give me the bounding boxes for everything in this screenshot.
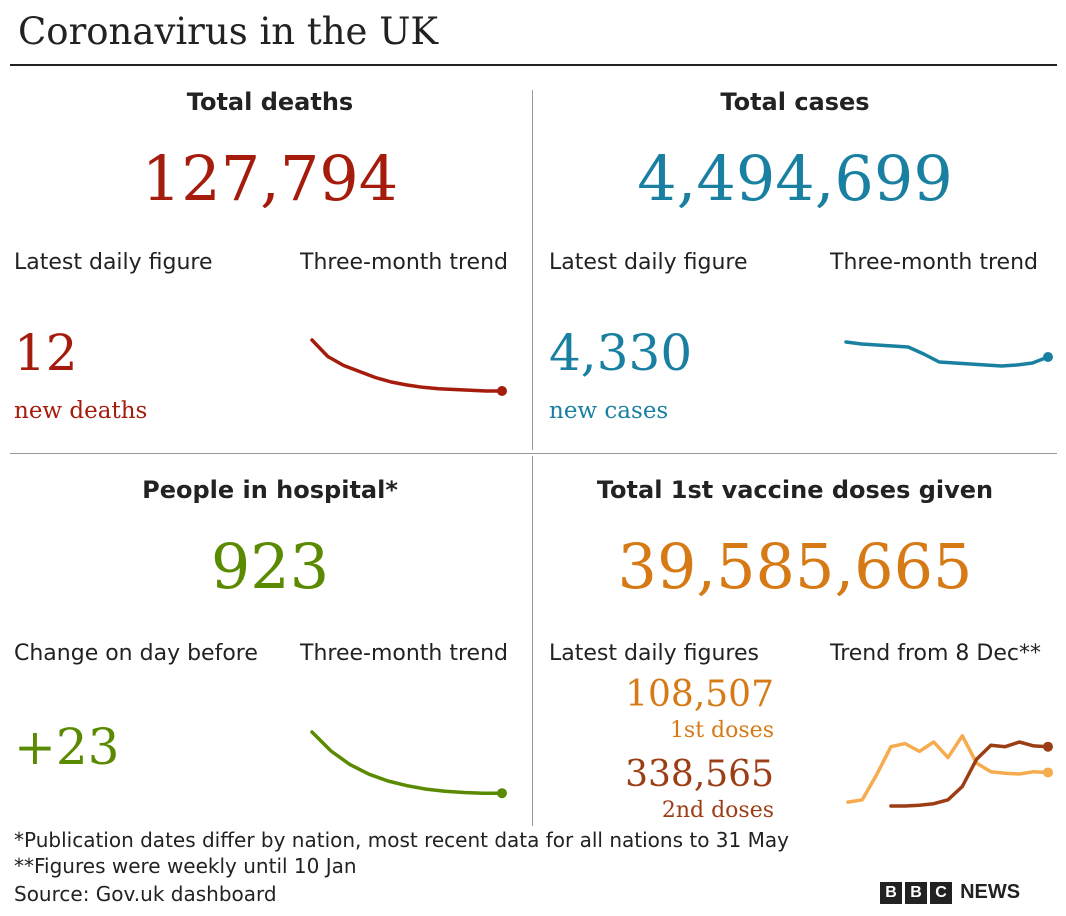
deaths-latest-label: Latest daily figure <box>14 250 213 275</box>
deaths-latest-value: 12 <box>14 324 78 382</box>
vaccine-trend-label: Trend from 8 Dec** <box>830 641 1041 666</box>
cases-latest-label: Latest daily figure <box>549 250 748 275</box>
hospital-trend-chart <box>310 730 507 799</box>
vertical-divider-top <box>532 90 533 450</box>
trend-end-point <box>1043 767 1053 778</box>
deaths-total: 127,794 <box>141 142 399 215</box>
second-dose-trend-line <box>889 740 1050 808</box>
vaccine-second-value: 338,565 <box>625 754 774 795</box>
title-rule <box>10 64 1057 66</box>
second-dose-end-point <box>1043 741 1053 752</box>
vaccine-heading: Total 1st vaccine doses given <box>596 476 994 504</box>
footnote-publication-dates: *Publication dates differ by nation, mos… <box>14 828 789 852</box>
trend-end-point <box>1043 352 1053 362</box>
cases-trend-chart <box>844 340 1053 368</box>
cases-total: 4,494,699 <box>637 142 953 215</box>
trend-line <box>310 730 504 795</box>
hospital-latest-label: Change on day before <box>14 641 258 666</box>
bbc-logo-letter: B <box>905 882 927 904</box>
vaccine-latest-label: Latest daily figures <box>549 641 759 666</box>
trend-line <box>844 340 1050 368</box>
hospital-heading: People in hospital* <box>142 476 398 504</box>
deaths-trend-chart <box>310 338 507 396</box>
chart-title: Coronavirus in the UK <box>18 10 439 53</box>
trend-line <box>310 338 504 393</box>
trend-end-point <box>497 788 507 799</box>
cases-heading: Total cases <box>720 88 870 116</box>
vaccine-trend-chart <box>846 734 1053 808</box>
deaths-heading: Total deaths <box>186 88 354 116</box>
hospital-trend-label: Three-month trend <box>300 641 508 666</box>
vertical-divider-bottom <box>532 456 533 826</box>
hospital-total: 923 <box>210 530 330 603</box>
footnote-weekly-figures: **Figures were weekly until 10 Jan <box>14 854 357 878</box>
cases-trend-label: Three-month trend <box>830 250 1038 275</box>
vaccine-second-caption: 2nd doses <box>661 798 774 823</box>
vaccine-total: 39,585,665 <box>617 530 973 603</box>
source-note: Source: Gov.uk dashboard <box>14 882 277 906</box>
trend-end-point <box>497 386 507 396</box>
cases-latest-caption: new cases <box>549 398 669 424</box>
hospital-latest-value: +23 <box>14 718 120 776</box>
vaccine-first-caption: 1st doses <box>669 718 774 743</box>
horizontal-divider <box>10 453 1057 454</box>
bbc-logo-letter: C <box>930 882 952 904</box>
bbc-news-wordmark: NEWS <box>960 881 1021 903</box>
deaths-trend-label: Three-month trend <box>300 250 508 275</box>
bbc-logo-letter: B <box>880 882 902 904</box>
trend-line <box>846 734 1050 804</box>
vaccine-first-value: 108,507 <box>625 674 774 715</box>
cases-latest-value: 4,330 <box>549 324 693 382</box>
deaths-latest-caption: new deaths <box>14 398 148 424</box>
